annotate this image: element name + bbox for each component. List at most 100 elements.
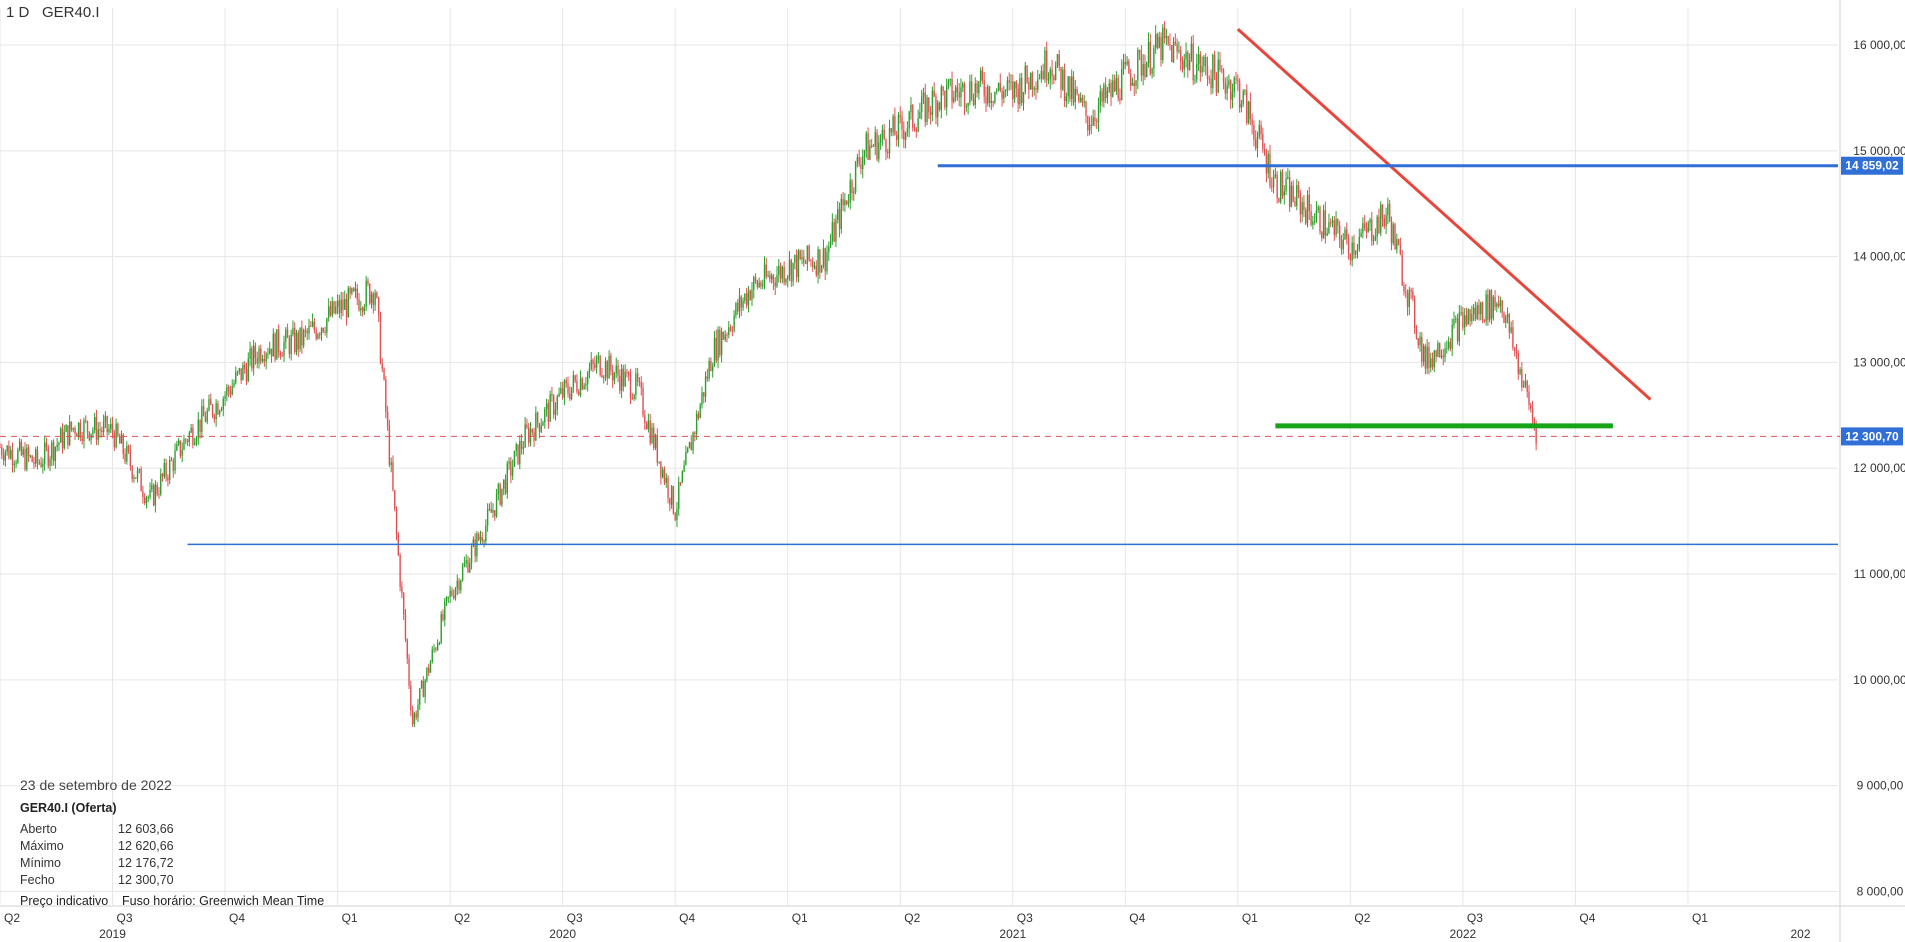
candle-body xyxy=(622,368,625,387)
candle-body xyxy=(728,327,730,335)
candle-body xyxy=(1013,81,1016,100)
candle-body xyxy=(129,451,132,467)
candle-body xyxy=(960,87,962,98)
candle-body xyxy=(427,667,430,673)
candle-body xyxy=(51,442,53,459)
candle-body xyxy=(828,246,830,253)
candle-body xyxy=(340,299,342,314)
candle-body xyxy=(104,416,107,422)
candle-body xyxy=(1215,73,1218,93)
candle-body xyxy=(285,329,287,342)
symbol-label[interactable]: GER40.I xyxy=(42,4,100,21)
candle-body xyxy=(202,406,205,417)
candle-body xyxy=(504,479,507,494)
candle-body xyxy=(765,264,767,277)
candle-body xyxy=(738,296,741,312)
candle-body xyxy=(1185,52,1187,60)
candle-body xyxy=(1467,309,1469,325)
candle-body xyxy=(751,289,753,300)
candle-body xyxy=(883,129,885,140)
candle-body xyxy=(1483,319,1486,322)
year-label: 2019 xyxy=(99,927,126,941)
candle-body xyxy=(801,256,803,260)
candle-body xyxy=(681,471,684,483)
candle-body xyxy=(345,299,348,318)
candle-body xyxy=(449,590,451,597)
candle-body xyxy=(310,325,312,327)
candle-body xyxy=(1296,185,1298,206)
close-value: 12 300,70 xyxy=(118,873,174,887)
candle-body xyxy=(254,345,257,359)
price-axis[interactable]: 8 000,00 9 000,00 10 000,00 11 000,00 12 000… xyxy=(1853,38,1905,898)
candle-body xyxy=(615,365,617,373)
timeframe-label[interactable]: 1 D xyxy=(6,4,30,21)
candle-body xyxy=(4,451,7,461)
candle-body xyxy=(406,639,408,659)
candle-body xyxy=(1133,82,1135,87)
candle-body xyxy=(377,297,380,316)
candle-body xyxy=(11,449,14,466)
candle-body xyxy=(870,145,873,147)
candle-body xyxy=(856,157,859,162)
candle-body xyxy=(513,450,516,467)
candle-body xyxy=(1447,341,1450,348)
candle-body xyxy=(762,284,764,287)
candle-body xyxy=(1374,236,1377,241)
candle-body xyxy=(1380,204,1382,233)
candle-body xyxy=(1281,171,1284,196)
candle-body xyxy=(1365,227,1368,233)
candle-body xyxy=(245,369,248,382)
candle-body xyxy=(558,393,560,397)
candle-body xyxy=(585,383,587,386)
candle-body xyxy=(267,353,269,355)
candle-body xyxy=(1330,222,1332,224)
candle-body xyxy=(167,477,169,481)
candle-body xyxy=(686,448,689,453)
candle-body xyxy=(133,477,135,479)
time-axis[interactable]: Q2 Q3 Q4 Q1 Q2 Q3 Q4 Q1 Q2 Q3 Q4 Q1 Q2 Q3 Q4 Q1 2019 2020… xyxy=(4,911,1811,941)
candle-body xyxy=(1171,45,1173,62)
candle-body xyxy=(970,81,973,100)
candle-body xyxy=(1315,210,1318,222)
candle-body xyxy=(1453,319,1455,325)
candle-body xyxy=(154,484,157,506)
candle-body xyxy=(938,102,941,110)
candle-body xyxy=(1312,221,1314,225)
candle-body xyxy=(26,447,28,470)
candle-body xyxy=(772,275,775,283)
candle-body xyxy=(835,219,837,242)
candle-body xyxy=(195,438,198,443)
candle-body xyxy=(544,409,546,423)
candle-body xyxy=(1505,317,1507,323)
candle-body xyxy=(1353,242,1355,255)
candle-body xyxy=(1038,78,1041,80)
candle-body xyxy=(10,449,12,459)
candle-body xyxy=(290,334,292,355)
candle-body xyxy=(49,458,51,466)
candle-body xyxy=(24,449,26,470)
candle-body xyxy=(258,348,260,364)
candle-body xyxy=(533,432,535,441)
candle-body xyxy=(386,412,389,426)
x-tick-label: Q3 xyxy=(1467,911,1483,925)
candle-body xyxy=(344,299,346,310)
candle-body xyxy=(515,444,517,451)
candle-body xyxy=(1119,98,1121,101)
candle-body xyxy=(210,399,212,405)
candle-body xyxy=(685,452,687,466)
x-tick-label: Q3 xyxy=(117,911,133,925)
candle-body xyxy=(953,97,955,102)
candle-body xyxy=(810,260,812,262)
candle-body xyxy=(186,440,189,442)
candle-body xyxy=(1017,88,1019,105)
candle-body xyxy=(1385,215,1387,227)
candle-body xyxy=(8,445,10,459)
candle-body xyxy=(338,300,341,314)
candle-body xyxy=(1492,296,1494,319)
candle-body xyxy=(867,133,869,160)
candle-body xyxy=(1269,153,1271,187)
candle-body xyxy=(256,358,258,364)
candle-body xyxy=(1378,216,1380,233)
candle-body xyxy=(1112,80,1114,97)
